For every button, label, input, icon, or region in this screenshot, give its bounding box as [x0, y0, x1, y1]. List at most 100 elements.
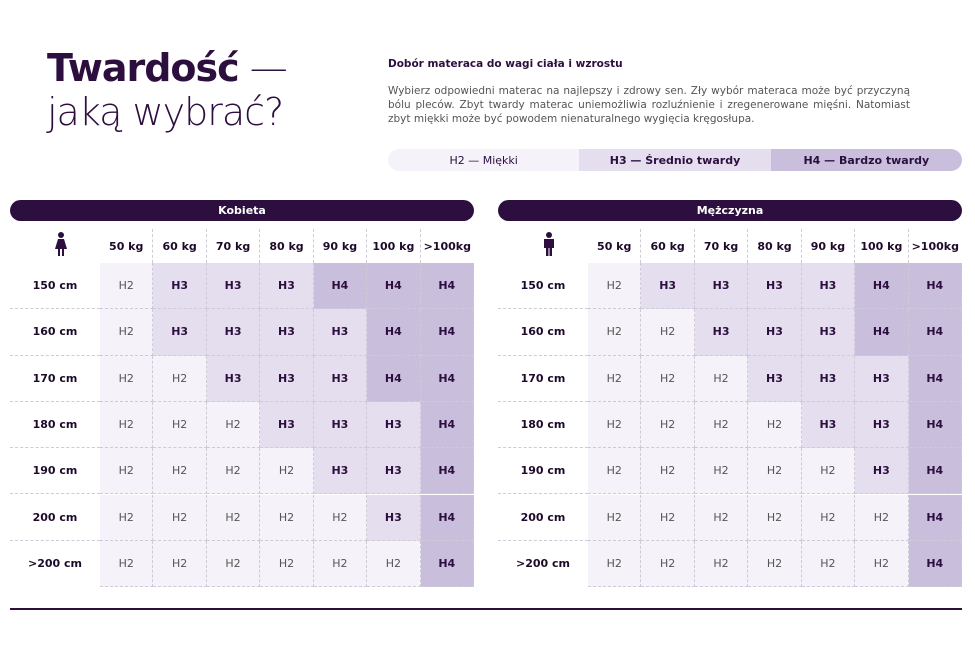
cell: H2: [641, 309, 695, 356]
cell: H3: [367, 494, 421, 541]
cell: H3: [367, 448, 421, 495]
cell: H2: [100, 355, 154, 402]
cell: H2: [153, 355, 207, 402]
column-header: >100kg: [423, 239, 471, 253]
cell: H3: [855, 401, 909, 449]
intro-text: Wybierz odpowiedni materac na najlepszy …: [388, 85, 910, 125]
row-label: 190 cm: [10, 448, 100, 495]
row-label: 150 cm: [10, 263, 100, 310]
cell: H3: [641, 263, 695, 310]
cell: H4: [420, 540, 474, 588]
title-bold: Twardość: [47, 46, 240, 90]
cell: H2: [367, 540, 421, 588]
cell: H2: [641, 448, 695, 495]
column-header: 70 kg: [695, 229, 749, 263]
cell: H2: [260, 494, 314, 541]
column-header: 70 kg: [207, 229, 261, 263]
row-label: 180 cm: [498, 402, 588, 449]
cell: H3: [260, 355, 314, 402]
cell: H4: [313, 263, 368, 310]
cell: H4: [367, 309, 421, 356]
column-header: 90 kg: [802, 229, 856, 263]
cell: H2: [100, 263, 154, 310]
cell: H2: [641, 494, 695, 541]
cell: H2: [153, 494, 207, 541]
cell: H2: [641, 401, 695, 449]
cell: H2: [748, 401, 802, 449]
cell: H2: [588, 494, 642, 541]
cell: H2: [260, 448, 314, 495]
cell: H3: [206, 263, 261, 310]
cell: H3: [260, 309, 314, 356]
title-dash: —: [249, 46, 288, 90]
column-header: 50 kg: [100, 229, 154, 263]
row-label: 160 cm: [498, 309, 588, 356]
column-header: 80 kg: [260, 229, 314, 263]
cell: H4: [908, 355, 962, 402]
row-label: 190 cm: [498, 448, 588, 495]
title-line2: jaką wybrać?: [47, 90, 284, 134]
cell: H4: [420, 494, 474, 541]
legend-item: H4 — Bardzo twardy: [770, 149, 962, 171]
cell: H2: [588, 355, 642, 402]
female-icon: [55, 232, 67, 256]
cell: H2: [100, 309, 154, 356]
cell: H2: [748, 540, 802, 588]
cell: H3: [153, 309, 207, 356]
cell: H2: [748, 448, 802, 495]
legend-item: H2 — Miękki: [388, 149, 580, 171]
cell: H3: [694, 263, 749, 310]
legend-item: H3 — Średnio twardy: [579, 149, 771, 171]
bottom-rule: [10, 608, 962, 610]
cell: H4: [855, 263, 909, 310]
row-label: >200 cm: [28, 557, 82, 571]
cell: H2: [801, 448, 856, 495]
male-icon: [544, 232, 554, 256]
cell: H2: [694, 448, 749, 495]
cell: H2: [100, 401, 154, 449]
cell: H4: [420, 355, 474, 402]
column-header: 100 kg: [367, 229, 421, 263]
cell: H4: [420, 263, 474, 310]
column-header: 80 kg: [748, 229, 802, 263]
cell: H2: [855, 540, 909, 588]
title: Twardość —: [47, 46, 288, 90]
row-label: 160 cm: [10, 309, 100, 356]
cell: H2: [206, 540, 261, 588]
cell: H4: [908, 448, 962, 495]
row-label: >200 cm: [516, 557, 570, 571]
cell: H2: [694, 355, 749, 402]
cell: H2: [588, 263, 642, 310]
column-header: >100kg: [911, 239, 959, 253]
cell: H2: [588, 448, 642, 495]
cell: H4: [908, 263, 962, 310]
cell: H3: [801, 355, 856, 402]
cell: H2: [694, 540, 749, 588]
cell: H4: [367, 263, 421, 310]
table-title: Kobieta: [10, 200, 474, 221]
cell: H3: [313, 355, 368, 402]
cell: H2: [588, 401, 642, 449]
cell: H2: [694, 401, 749, 449]
cell: H2: [100, 494, 154, 541]
intro-heading: Dobór materaca do wagi ciała i wzrostu: [388, 58, 623, 70]
cell: H3: [260, 263, 314, 310]
cell: H2: [748, 494, 802, 541]
column-header: 60 kg: [153, 229, 207, 263]
cell: H3: [748, 309, 802, 356]
cell: H4: [908, 309, 962, 356]
cell: H4: [420, 448, 474, 495]
cell: H3: [748, 263, 802, 310]
row-label: 180 cm: [10, 402, 100, 449]
cell: H2: [153, 401, 207, 449]
row-label: 200 cm: [10, 495, 100, 541]
cell: H2: [801, 494, 856, 541]
table-title: Mężczyzna: [498, 200, 962, 221]
cell: H3: [801, 263, 856, 310]
cell: H2: [694, 494, 749, 541]
cell: H4: [367, 355, 421, 402]
row-label: 200 cm: [498, 495, 588, 541]
cell: H2: [206, 401, 261, 449]
cell: H2: [641, 355, 695, 402]
